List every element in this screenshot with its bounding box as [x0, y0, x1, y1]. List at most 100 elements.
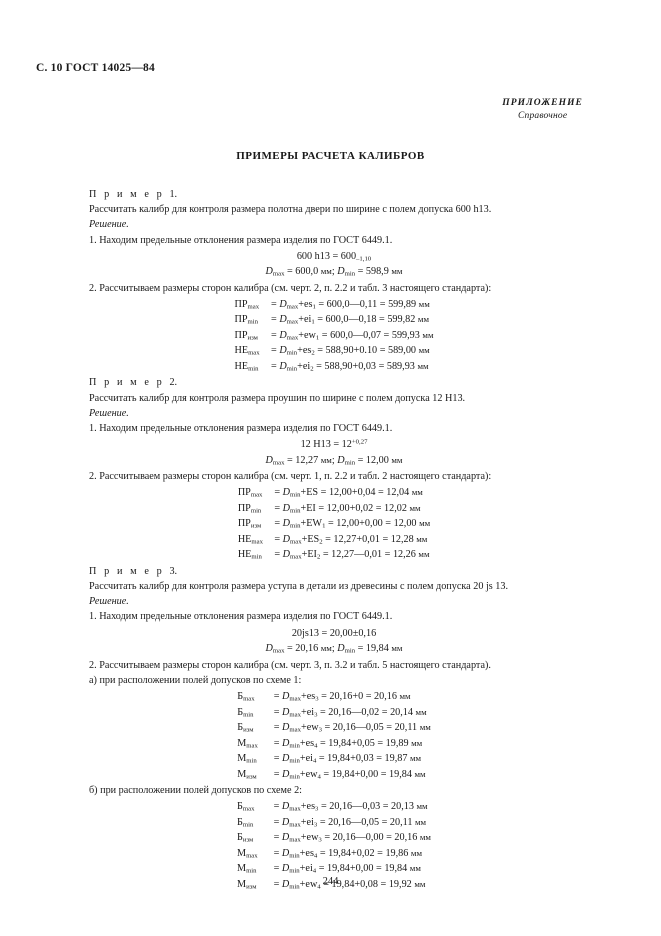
subscript: max: [246, 741, 258, 749]
subscript: min: [290, 522, 301, 530]
formula-lhs: ПРизм: [234, 329, 258, 342]
formula-variable: D: [279, 329, 287, 341]
formula-lhs: Бmin: [237, 706, 254, 718]
formula-lhs: Мmin: [237, 753, 257, 765]
formula-lhs: ПРизм: [237, 518, 262, 530]
formula-lhs: Бизм: [237, 722, 254, 734]
formula-unit: мм: [418, 549, 430, 560]
appendix-title: ПРИЛОЖЕНИЕ: [502, 98, 583, 108]
example-step-1: 1. Находим предельные отклонения размера…: [89, 234, 393, 246]
scheme-a-formulas: Бmax = Dmax+es3 = 20,16+0 = 20,16 мм Бmin…: [89, 689, 579, 782]
scheme-b-formulas: Бmax = Dmax+es3 = 20,16—0,03 = 20,13 мм Б…: [89, 799, 579, 892]
subscript: 2: [319, 538, 323, 546]
formula-lhs: Мmax: [237, 737, 258, 749]
formula-line: Мизм = Dmin+ew4 = 19,84+0,08 = 19,92 мм: [237, 877, 431, 893]
formula-unit: мм: [418, 345, 430, 356]
subscript: min: [344, 459, 356, 467]
formula-unit: мм: [399, 691, 411, 701]
formula-variable: D: [281, 801, 290, 813]
example-block: П р и м е р 2. Рассчитать калибр для конт…: [89, 375, 579, 562]
formula-variable: D: [337, 454, 345, 466]
formula-unit: мм: [411, 487, 423, 498]
formula-line: Бmax = Dmax+es3 = 20,16+0 = 20,16 мм: [237, 689, 431, 705]
solution-word: Решение.: [89, 407, 129, 419]
example-task: Рассчитать калибр для контроля размера п…: [89, 204, 492, 216]
subscript: 4: [317, 772, 321, 780]
formula-lhs: НЕmax: [234, 345, 260, 357]
formula-line: Бизм = Dmax+ew3 = 20,16—0,00 = 20,16 мм: [237, 830, 431, 846]
example-label: П р и м е р 3.: [89, 565, 178, 577]
formula-line: Бmin = Dmax+ei3 = 20,16—0,02 = 20,14 мм: [237, 705, 431, 721]
formula-variable: D: [282, 487, 291, 499]
formula-unit: мм: [422, 329, 434, 340]
subscript: min: [289, 883, 300, 891]
example-step-2: 2. Рассчитываем размеры сторон калибра (…: [89, 659, 491, 671]
subscript: min: [290, 491, 301, 499]
solution-word: Решение.: [89, 596, 129, 608]
subscript: max: [247, 303, 260, 311]
formula-unit: мм: [419, 722, 431, 732]
subscript: max: [286, 303, 299, 311]
formula-line: Бmin = Dmax+ei3 = 20,16—0,05 = 20,11 мм: [237, 815, 431, 831]
subscript: max: [286, 334, 299, 342]
subscript: 1: [315, 334, 320, 342]
formula-lhs: ПРmax: [237, 487, 263, 499]
formula-line: ПРизм = Dmax+ew1 = 600,0—0,07 = 599,93 м…: [234, 328, 433, 344]
formula-unit: мм: [414, 816, 427, 827]
subscript: 3: [315, 805, 319, 813]
subscript: max: [289, 836, 301, 844]
subscript: max: [289, 710, 301, 718]
example-task: Рассчитать калибр для контроля размера у…: [89, 581, 509, 593]
subscript: min: [290, 507, 301, 515]
subscript: 4: [312, 757, 317, 765]
formula-unit: мм: [416, 801, 428, 812]
tolerance-formulas: 12 Н13 = 12+0,27 Dmax = 12,27 мм; Dmin = …: [89, 437, 579, 468]
dimension-line: Dmax = 20,16 мм; Dmin = 19,84 мм: [265, 643, 403, 655]
solution-word: Решение.: [89, 219, 129, 231]
examples-container: П р и м е р 1. Рассчитать калибр для конт…: [89, 187, 579, 892]
formula-variable: D: [279, 314, 287, 326]
subscript: 2: [311, 349, 315, 357]
subscript: изм: [243, 726, 254, 734]
formula-variable: D: [337, 643, 345, 655]
formula-line: Мизм = Dmin+ew4 = 19,84+0,00 = 19,84 мм: [237, 767, 431, 783]
tolerance-sup: +0,27: [351, 438, 368, 446]
formula-variable: D: [265, 454, 273, 466]
formula-variable: D: [282, 502, 291, 514]
subscript: max: [242, 805, 255, 813]
example-label: П р и м е р 1.: [89, 189, 178, 200]
dimension-line: Dmax = 12,27 мм; Dmin = 12,00 мм: [265, 454, 403, 467]
subscript: min: [289, 867, 300, 875]
formula-lhs: Мmin: [237, 863, 257, 875]
page-header-marker: С. 10 ГОСТ 14025—84: [36, 62, 155, 74]
example-block: П р и м е р 1. Рассчитать калибр для конт…: [89, 187, 579, 374]
formula-line: Бmax = Dmax+es3 = 20,16—0,03 = 20,13 мм: [237, 799, 431, 815]
example-number: 2.: [169, 377, 178, 389]
formula-unit: мм: [414, 878, 426, 889]
formula-line: Мmax = Dmin+es4 = 19,84+0,05 = 19,89 мм: [237, 736, 431, 752]
formula-line: НЕmax = Dmax+ES2 = 12,27+0,01 = 12,28 мм: [238, 532, 430, 548]
formula-lhs: НЕmax: [237, 533, 263, 546]
formula-lhs: ПРmin: [234, 314, 258, 326]
formula-variable: D: [281, 863, 290, 875]
formula-unit: мм: [409, 863, 421, 874]
subscript: max: [272, 270, 285, 278]
subscript: min: [286, 349, 298, 357]
formula-variable: D: [279, 345, 287, 357]
subscript: 4: [314, 741, 318, 749]
formula-variable: D: [281, 832, 290, 844]
calc-formulas: ПРmax = Dmax+es1 = 600,0—0,11 = 599,89 м…: [89, 297, 579, 375]
formula-variable: D: [282, 549, 291, 561]
subscript: изм: [246, 772, 257, 780]
subscript: 1: [322, 522, 326, 530]
formula-line: Мmin = Dmin+ei4 = 19,84+0,00 = 19,84 мм: [237, 861, 431, 877]
subscript: 3: [314, 710, 318, 718]
document-body: П р и м е р 1. Рассчитать калибр для конт…: [89, 186, 579, 893]
subscript: max: [289, 726, 301, 734]
formula-variable: D: [282, 706, 290, 718]
subscript: min: [286, 365, 298, 373]
formula-variable: D: [282, 533, 291, 545]
subscript: min: [246, 867, 257, 875]
subscript: min: [289, 852, 300, 860]
formula-unit: мм: [409, 502, 421, 513]
